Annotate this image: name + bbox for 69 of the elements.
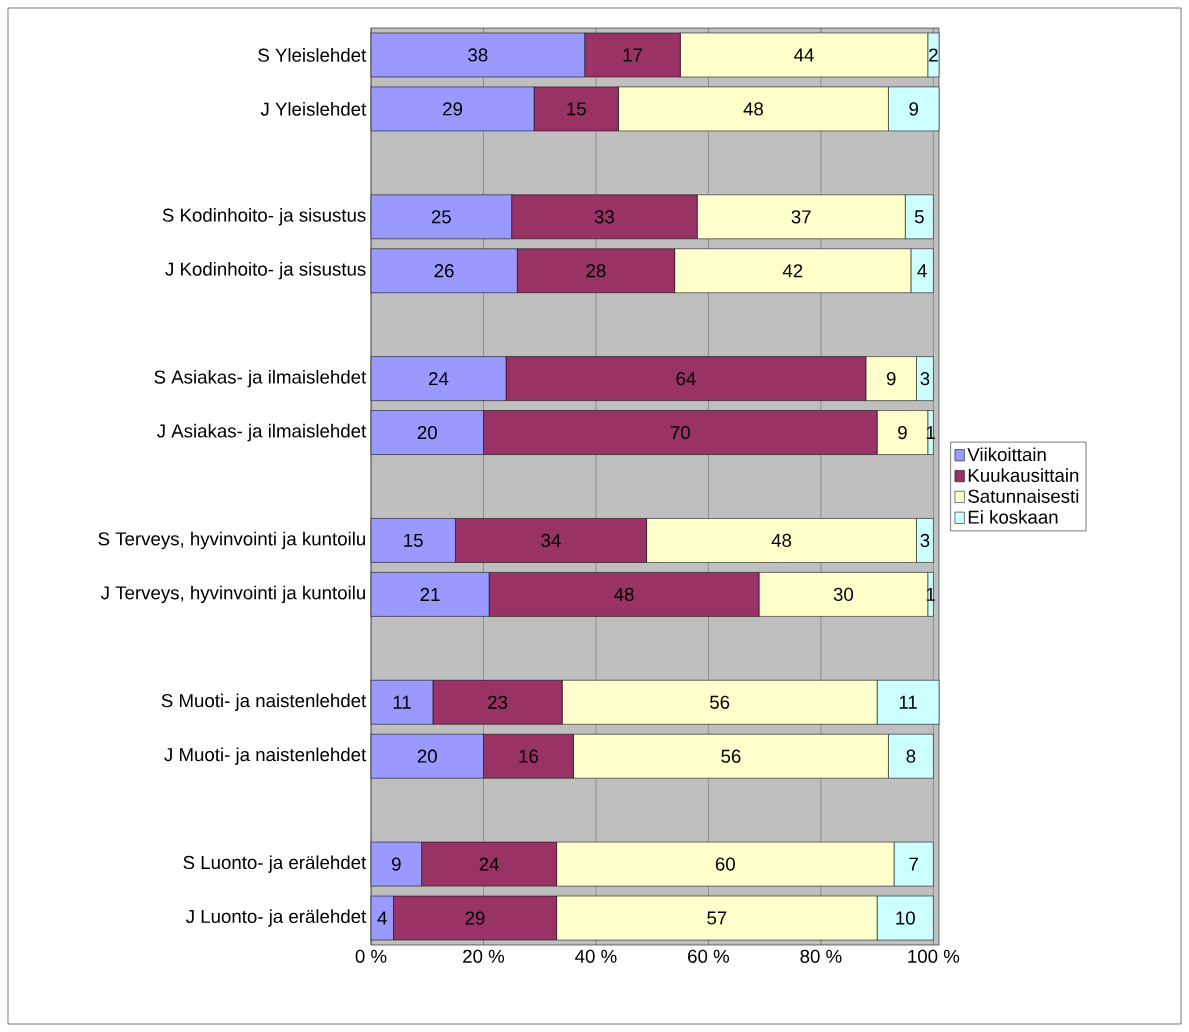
x-tick-label: 60 % bbox=[688, 949, 730, 963]
data-label: 10 bbox=[896, 911, 915, 925]
x-tick-label: 80 % bbox=[800, 949, 842, 963]
data-label: 9 bbox=[392, 857, 401, 871]
y-tick-label: J Terveys, hyvinvointi ja kuntoilu bbox=[100, 585, 365, 604]
data-label: 28 bbox=[586, 264, 606, 278]
data-label: 25 bbox=[431, 210, 451, 224]
data-label: 4 bbox=[377, 911, 387, 925]
y-tick-label: S Yleislehdet bbox=[258, 48, 367, 62]
y-tick-label: S Luonto- ja erälehdet bbox=[183, 855, 367, 873]
x-tick-label: 100 % bbox=[908, 949, 960, 963]
data-label: 23 bbox=[488, 695, 508, 709]
data-label: 1 bbox=[926, 587, 935, 601]
data-label: 20 bbox=[417, 425, 437, 440]
data-label: 48 bbox=[771, 533, 792, 548]
y-tick-label: J Muoti- ja naistenlehdet bbox=[164, 747, 367, 765]
legend-label: Ei koskaan bbox=[968, 510, 1058, 524]
y-tick-label: J Asiakas- ja ilmaislehdet bbox=[157, 423, 367, 442]
y-tick-label: S Asiakas- ja ilmaislehdet bbox=[154, 369, 367, 388]
data-label: 3 bbox=[920, 533, 930, 548]
data-label: 64 bbox=[676, 371, 696, 386]
data-label: 2 bbox=[929, 48, 938, 62]
data-label: 56 bbox=[721, 749, 741, 763]
data-label: 29 bbox=[443, 102, 463, 116]
data-label: 33 bbox=[594, 210, 614, 224]
data-label: 48 bbox=[743, 102, 763, 116]
data-label: 20 bbox=[417, 749, 437, 763]
data-label: 38 bbox=[468, 48, 488, 62]
data-label: 26 bbox=[434, 264, 454, 278]
data-label: 3 bbox=[920, 371, 930, 386]
x-tick-label: 40 % bbox=[575, 949, 617, 963]
data-label: 56 bbox=[710, 695, 730, 709]
data-label: 24 bbox=[479, 857, 499, 871]
y-tick-label: J Kodinhoito- ja sisustus bbox=[165, 262, 366, 280]
y-tick-label: J Luonto- ja erälehdet bbox=[186, 909, 367, 927]
data-label: 60 bbox=[715, 857, 735, 871]
data-label: 30 bbox=[833, 587, 854, 601]
data-label: 15 bbox=[567, 102, 586, 116]
data-label: 70 bbox=[670, 425, 690, 440]
data-label: 17 bbox=[623, 48, 642, 62]
y-tick-label: J Yleislehdet bbox=[260, 102, 367, 116]
legend-label: Viikoittain bbox=[967, 447, 1046, 462]
data-label: 11 bbox=[899, 695, 917, 709]
data-label: 9 bbox=[886, 371, 896, 386]
data-label: 9 bbox=[898, 425, 907, 440]
data-label: 7 bbox=[909, 857, 918, 871]
data-label: 8 bbox=[906, 749, 916, 763]
data-label: 34 bbox=[541, 533, 561, 548]
y-tick-label: S Terveys, hyvinvointi ja kuntoilu bbox=[98, 531, 365, 550]
data-label: 57 bbox=[707, 911, 727, 925]
data-label: 11 bbox=[393, 695, 411, 709]
x-tick-label: 0 % bbox=[355, 949, 387, 963]
data-label: 24 bbox=[429, 372, 449, 386]
legend-label: Kuukausittain bbox=[968, 468, 1079, 483]
data-label: 4 bbox=[917, 264, 927, 278]
data-label: 42 bbox=[782, 264, 803, 278]
data-label: 21 bbox=[420, 587, 440, 601]
data-label: 48 bbox=[614, 587, 634, 601]
data-label: 37 bbox=[791, 210, 811, 224]
y-tick-label: S Muoti- ja naistenlehdet bbox=[161, 693, 367, 711]
data-label: 44 bbox=[794, 48, 814, 62]
data-label: 15 bbox=[404, 533, 423, 547]
y-tick-label: S Kodinhoito- ja sisustus bbox=[162, 208, 366, 226]
legend-label: Satunnaisesti bbox=[968, 489, 1079, 503]
data-label: 9 bbox=[909, 102, 919, 116]
data-label: 5 bbox=[914, 210, 924, 224]
x-tick-label: 20 % bbox=[463, 949, 505, 963]
data-label: 29 bbox=[465, 911, 485, 925]
data-label: 16 bbox=[519, 749, 539, 763]
